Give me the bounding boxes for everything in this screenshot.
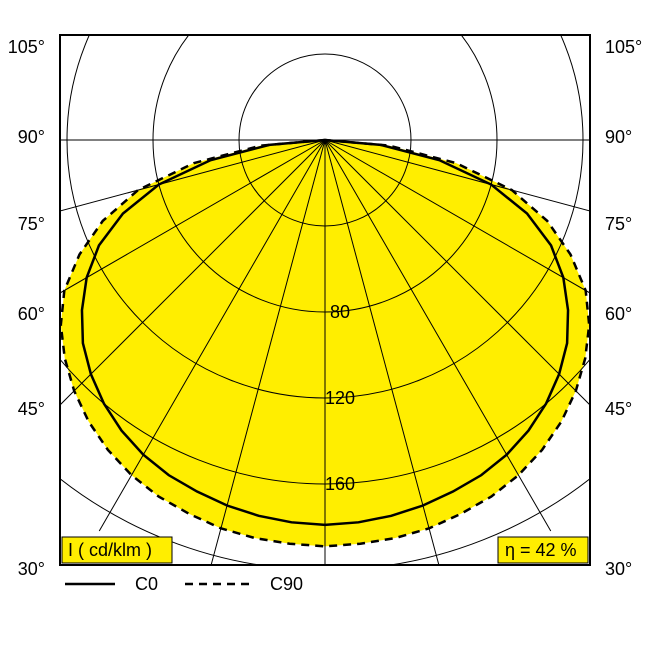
angle-label-left: 90° bbox=[18, 127, 45, 147]
angle-label-right: 60° bbox=[605, 304, 632, 324]
polar-chart: 80 120 160 I ( cd/klm ) η = 42 % 105° 105° 90° 9… bbox=[0, 0, 650, 650]
angle-label-left: 75° bbox=[18, 214, 45, 234]
angle-label-right: 90° bbox=[605, 127, 632, 147]
radial-label: 120 bbox=[325, 388, 355, 408]
angle-label-left: 105° bbox=[8, 37, 45, 57]
angle-label-left: 45° bbox=[18, 399, 45, 419]
angle-label-right: 30° bbox=[605, 559, 632, 579]
angle-label-right: 45° bbox=[605, 399, 632, 419]
angle-label-right: 75° bbox=[605, 214, 632, 234]
angle-label-left: 60° bbox=[18, 304, 45, 324]
angle-label-left: 30° bbox=[18, 559, 45, 579]
angle-label-right: 105° bbox=[605, 37, 642, 57]
radial-label: 80 bbox=[330, 302, 350, 322]
legend-label-c90: C90 bbox=[270, 574, 303, 594]
efficiency-label: η = 42 % bbox=[505, 540, 577, 560]
radial-label: 160 bbox=[325, 474, 355, 494]
legend-label-c0: C0 bbox=[135, 574, 158, 594]
unit-label: I ( cd/klm ) bbox=[68, 540, 152, 560]
